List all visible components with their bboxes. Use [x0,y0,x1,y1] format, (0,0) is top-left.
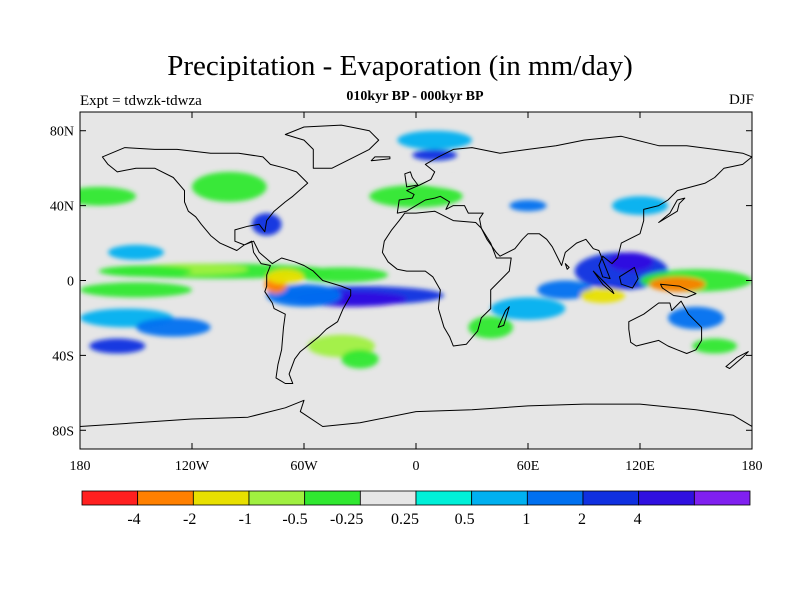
season-label: DJF [728,92,754,108]
coastline [284,124,380,169]
colorbar-label: 0.5 [455,511,475,528]
coastline [628,300,703,354]
experiment-label: Expt = tdwzk-tdwza [80,93,202,109]
colorbar-swatch [304,490,361,506]
anomaly-patch [136,317,211,337]
anomaly-patch [649,276,706,292]
coastline [619,266,639,289]
anomaly-patch [468,316,514,339]
map-subtitle: 010kyr BP - 000kyr BP [346,89,484,104]
colorbar-label: 4 [634,511,642,528]
anomaly-patch [608,252,654,272]
coastline [381,210,512,347]
anomaly-patch [251,213,282,236]
y-axis: 80N 40N 0 40S 80S [50,125,752,439]
y-tick-label: 40S [52,349,74,364]
colorbar-label: -0.5 [282,511,307,528]
colorbar-swatch [192,490,250,506]
colorbar-label: -0.25 [330,511,363,528]
x-tick-label: 0 [413,459,420,474]
x-tick-label: 60E [517,459,540,474]
coastline [404,171,419,188]
x-tick-label: 120W [175,459,210,474]
colorbar-swatch [359,490,417,506]
anomaly-patch [668,306,724,330]
anomaly-patch [509,199,547,212]
colorbar-swatch [526,490,584,506]
anomaly-patch [266,269,305,285]
colorbar-swatch [471,490,528,506]
coastline [396,135,752,280]
anomaly-patch [692,338,738,354]
colorbar-swatch [415,490,473,506]
coastline [658,197,686,223]
anomaly-patch [612,196,668,215]
anomaly-field [80,130,752,369]
x-tick-label: 180 [70,459,91,474]
anomaly-patch [294,267,389,283]
colorbar-label: 0.25 [391,511,419,528]
colorbar-label: 2 [578,511,586,528]
anomaly-patch [425,168,482,187]
x-tick-label: 60W [290,459,318,474]
anomaly-patch [80,186,136,206]
coastline [592,270,615,295]
anomaly-patch [580,287,626,303]
coastline [725,351,749,369]
y-tick-label: 0 [67,275,74,290]
anomaly-patch [89,338,146,354]
coastline [660,283,697,298]
colorbar-label: -1 [239,511,252,528]
anomaly-patch [369,185,463,208]
anomaly-patch [192,171,267,202]
colorbar-label: -2 [183,511,196,528]
x-axis: 180 120W 60W 0 60E 120E 180 [70,112,763,474]
coastline [80,399,752,427]
colorbar-swatch [248,490,306,506]
coastline [370,156,391,162]
map-title: Precipitation - Evaporation (in mm/day) [167,50,633,82]
coastline [101,147,352,384]
colorbar-swatch [693,490,751,506]
colorbar: -4 -2 -1 -0.5 -0.25 0.25 0.5 1 2 4 [81,490,751,528]
anomaly-patch [80,282,192,298]
anomaly-patch [98,265,192,277]
colorbar-swatch [81,490,139,506]
anomaly-patch [537,280,594,300]
anomaly-patch [397,130,472,150]
anomaly-patch [108,244,164,260]
anomaly-patch [341,349,379,369]
anomaly-patch [490,297,566,320]
colorbar-label: 1 [522,511,530,528]
y-tick-label: 80S [52,424,74,439]
x-tick-label: 120E [625,459,655,474]
y-tick-label: 40N [50,200,74,215]
colorbar-swatch [582,490,640,506]
colorbar-label: -4 [127,511,140,528]
y-tick-label: 80N [50,125,74,140]
coastlines [80,124,752,427]
coastline [497,306,510,328]
coastline [564,263,570,270]
x-tick-label: 180 [742,459,763,474]
anomaly-patch [412,149,458,161]
colorbar-swatch [137,490,194,506]
anomaly-patch [266,284,342,307]
colorbar-swatch [638,490,695,506]
